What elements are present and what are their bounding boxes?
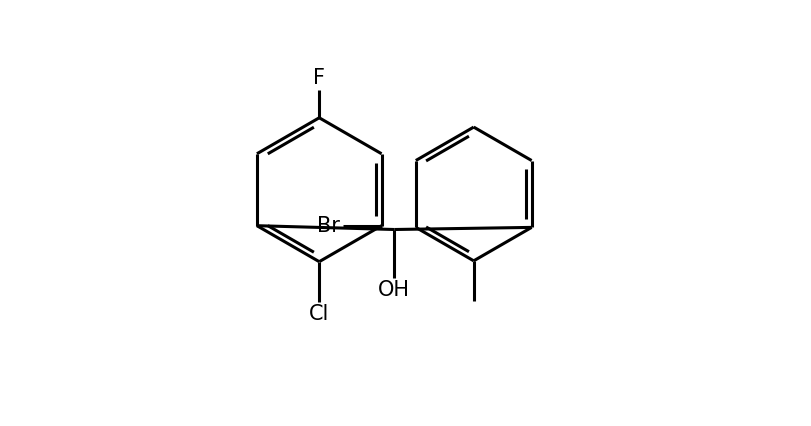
Text: Br: Br bbox=[317, 216, 340, 236]
Text: F: F bbox=[313, 68, 325, 88]
Text: Cl: Cl bbox=[309, 304, 329, 324]
Text: OH: OH bbox=[378, 280, 410, 300]
